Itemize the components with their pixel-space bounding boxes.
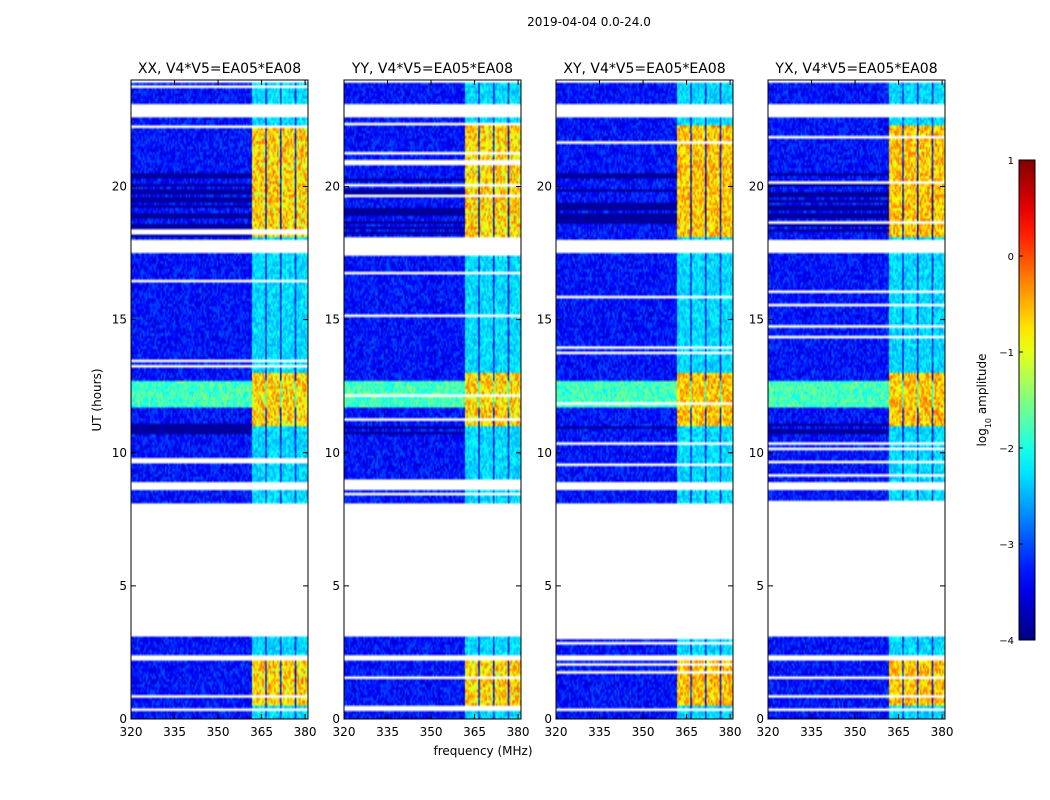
x-tick-label: 365: [675, 725, 698, 739]
figure-title: 2019-04-04 0.0-24.0: [527, 15, 651, 29]
colorbar-tick-label: −2: [999, 444, 1014, 455]
x-tick-label: 365: [250, 725, 273, 739]
x-tick-label: 365: [887, 725, 910, 739]
x-tick-label: 365: [463, 725, 486, 739]
plot-frame: [555, 79, 734, 720]
colorbar-label-sub: 10: [984, 418, 993, 428]
y-tick-label: 10: [749, 446, 764, 460]
x-tick-label: 380: [931, 725, 954, 739]
panel-xy: XY, V4*V5=EA05*EA08 320 335 350 365 380 0 5 10 15…: [537, 61, 742, 739]
colorbar-label-suffix: amplitude: [975, 354, 989, 418]
colorbar-label-prefix: log: [975, 428, 989, 446]
panels: XX, V4*V5=EA05*EA08 320 335 350 365 380 0 5 10 15…: [112, 61, 954, 739]
y-tick-label: 10: [325, 446, 340, 460]
heatmap-xx: [131, 80, 308, 719]
y-tick-label: 10: [537, 446, 552, 460]
colorbar-tick-label: −3: [999, 540, 1014, 551]
x-axis-label: frequency (MHz): [433, 744, 532, 758]
x-tick-label: 350: [207, 725, 230, 739]
x-tick-label: 320: [120, 725, 143, 739]
panel-title: XY, V4*V5=EA05*EA08: [563, 61, 725, 77]
x-tick-label: 380: [294, 725, 317, 739]
y-tick-label: 0: [332, 712, 340, 726]
y-axis-label: UT (hours): [90, 368, 104, 431]
y-tick-label: 15: [749, 313, 764, 327]
x-tick-label: 320: [333, 725, 356, 739]
colorbar-tick-label: −4: [999, 636, 1014, 647]
x-tick-label: 380: [719, 725, 742, 739]
colorbar-tick-label: 1: [1008, 156, 1014, 167]
x-tick-label: 335: [800, 725, 823, 739]
panel-title: XX, V4*V5=EA05*EA08: [138, 61, 301, 77]
y-tick-label: 0: [756, 712, 764, 726]
colorbar-label: log10 amplitude: [975, 354, 993, 447]
y-tick-label: 20: [112, 180, 127, 194]
x-tick-label: 335: [376, 725, 399, 739]
colorbar-gradient: [1018, 159, 1036, 641]
x-tick-label: 380: [507, 725, 530, 739]
colorbar-tick-label: 0: [1008, 252, 1014, 263]
y-tick-label: 5: [544, 579, 552, 593]
plot-frame: [343, 79, 522, 720]
y-tick-label: 5: [756, 579, 764, 593]
x-tick-label: 320: [545, 725, 568, 739]
y-tick-label: 0: [544, 712, 552, 726]
y-tick-label: 15: [325, 313, 340, 327]
x-tick-label: 320: [757, 725, 780, 739]
y-tick-label: 20: [325, 180, 340, 194]
panel-yx: YX, V4*V5=EA05*EA08 320 335 350 365 380 0 5 10 15…: [749, 61, 954, 739]
x-tick-label: 335: [588, 725, 611, 739]
y-tick-label: 0: [119, 712, 127, 726]
x-tick-label: 350: [844, 725, 867, 739]
x-tick-label: 335: [163, 725, 186, 739]
panel-yy: YY, V4*V5=EA05*EA08 320 335 350 365 380 0 5 10 15…: [325, 61, 530, 739]
y-tick-label: 5: [332, 579, 340, 593]
panel-title: YX, V4*V5=EA05*EA08: [774, 61, 937, 77]
y-tick-label: 10: [112, 446, 127, 460]
y-tick-label: 15: [112, 313, 127, 327]
panel-title: YY, V4*V5=EA05*EA08: [351, 61, 513, 77]
x-tick-label: 350: [420, 725, 443, 739]
x-tick-label: 350: [632, 725, 655, 739]
heatmap-xy: [556, 80, 733, 719]
panel-xx: XX, V4*V5=EA05*EA08 320 335 350 365 380 0 5 10 15…: [112, 61, 317, 739]
y-tick-label: 20: [537, 180, 552, 194]
y-tick-label: 20: [749, 180, 764, 194]
y-tick-label: 15: [537, 313, 552, 327]
colorbar-tick-label: −1: [999, 348, 1014, 359]
plot-frame: [767, 79, 946, 720]
heatmap-yy: [344, 80, 521, 719]
y-tick-label: 5: [119, 579, 127, 593]
heatmap-yx: [768, 80, 945, 719]
plot-frame: [130, 79, 309, 720]
